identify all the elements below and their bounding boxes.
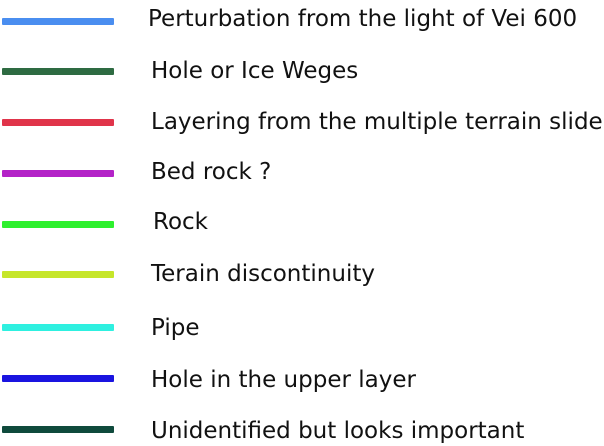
legend-label: Unidentified but looks important (151, 418, 525, 444)
legend-label: Terain discontinuity (151, 261, 375, 287)
legend-item: Perturbation from the light of Vei 600 (0, 4, 604, 34)
legend-item: Hole in the upper layer (0, 365, 604, 395)
legend-label: Hole or Ice Weges (151, 58, 359, 84)
legend-item: Layering from the multiple terrain slide (0, 107, 604, 137)
legend-swatch (2, 170, 114, 177)
legend-item: Terain discontinuity (0, 259, 604, 289)
legend-swatch (2, 221, 114, 228)
legend-swatch (2, 324, 114, 331)
legend-label: Bed rock ? (151, 159, 272, 185)
legend-label: Hole in the upper layer (151, 367, 416, 393)
legend-swatch (2, 119, 114, 126)
legend-item: Bed rock ? (0, 157, 604, 187)
legend-label: Layering from the multiple terrain slide (151, 109, 603, 135)
legend-label: Perturbation from the light of Vei 600 (148, 6, 578, 32)
legend-label: Pipe (151, 315, 200, 341)
legend-swatch (2, 271, 114, 278)
legend-swatch (2, 18, 114, 25)
legend-swatch (2, 68, 114, 75)
legend-item: Unidentified but looks important (0, 416, 604, 446)
legend-item: Hole or Ice Weges (0, 56, 604, 86)
legend-item: Rock (0, 207, 604, 237)
legend-swatch (2, 375, 114, 382)
legend-swatch (2, 426, 114, 433)
legend-item: Pipe (0, 313, 604, 343)
legend-label: Rock (153, 209, 208, 235)
